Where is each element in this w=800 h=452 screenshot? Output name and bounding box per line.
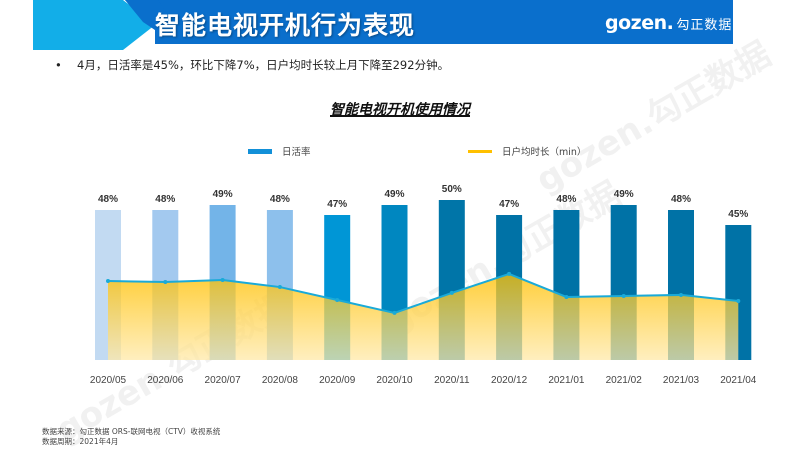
line-point — [736, 299, 741, 303]
data-source: 数据来源：勾正数据 ORS-联网电视（CTV）收视系统 — [42, 427, 221, 436]
summary-line: • 4月，日活率是45%，环比下降7%，日户均时长较上月下降至292分钟。 — [55, 57, 449, 73]
chart-canvas: 48% 2020/05 48% 2020/06 49% 2020/07 48% 2020/08… — [90, 184, 757, 386]
legend-item-duration: 日户均时长（min） — [468, 144, 586, 158]
bar-value-label: 48% — [98, 194, 118, 205]
bar-value-label: 48% — [556, 194, 576, 205]
legend-swatch-line — [468, 149, 492, 153]
x-tick-label: 2020/07 — [205, 375, 242, 386]
line-point — [507, 271, 512, 276]
x-tick-label: 2020/05 — [90, 375, 127, 386]
line-point — [335, 297, 340, 302]
legend-item-daily-active: 日活率 — [248, 144, 311, 158]
bar-value-label: 49% — [614, 189, 634, 200]
line-point — [621, 293, 626, 298]
line-point — [392, 310, 397, 315]
x-tick-label: 2021/03 — [663, 375, 700, 386]
x-tick-label: 2020/09 — [319, 375, 356, 386]
line-point — [679, 292, 683, 297]
bar-value-label: 47% — [327, 199, 347, 210]
bar-value-label: 47% — [499, 199, 519, 210]
line-point — [163, 280, 168, 285]
x-tick-label: 2020/11 — [434, 375, 470, 386]
x-tick-label: 2020/10 — [376, 375, 413, 386]
x-tick-label: 2021/01 — [548, 375, 585, 386]
data-period: 数据周期：2021年4月 — [42, 437, 119, 446]
bar-value-label: 48% — [155, 194, 175, 205]
bar-value-label: 50% — [442, 184, 462, 195]
bar-value-label: 48% — [270, 194, 290, 205]
bar-value-label: 49% — [384, 189, 404, 200]
logo-cn: 勾正数据 — [676, 17, 733, 33]
logo-latin: gozen. — [605, 12, 674, 34]
summary-text: 4月，日活率是45%，环比下降7%，日户均时长较上月下降至292分钟。 — [77, 58, 450, 72]
bar-value-label: 49% — [213, 189, 233, 200]
area-duration-fill — [108, 273, 739, 360]
header-banner — [33, 0, 733, 50]
x-tick-label: 2020/12 — [491, 375, 528, 386]
legend-swatch-bar — [248, 148, 272, 154]
line-point — [220, 277, 225, 282]
banner-main — [125, 0, 733, 44]
chart-title: 智能电视开机使用情况 — [330, 102, 470, 118]
banner-accent-arrow — [33, 0, 155, 50]
x-tick-label: 2021/02 — [606, 375, 643, 386]
bullet-icon: • — [55, 58, 62, 72]
x-tick-label: 2020/08 — [262, 375, 299, 386]
line-point — [106, 278, 110, 283]
bar-value-label: 48% — [671, 194, 691, 205]
x-tick-label: 2021/04 — [720, 375, 757, 386]
bar-value-label: 45% — [728, 209, 748, 220]
footer: 数据来源：勾正数据 ORS-联网电视（CTV）收视系统 数据周期：2021年4月 — [42, 427, 220, 447]
page-title: 智能电视开机行为表现 — [155, 11, 416, 40]
line-duration — [107, 272, 739, 314]
line-point — [449, 290, 454, 295]
banner-shape — [33, 0, 733, 50]
line-point — [277, 285, 282, 290]
line-point — [564, 294, 569, 299]
brand-logo: gozen. 勾正数据 — [605, 12, 732, 34]
legend-label: 日活率 — [282, 147, 311, 158]
legend-label: 日户均时长（min） — [502, 147, 587, 158]
x-tick-label: 2020/06 — [147, 375, 184, 386]
